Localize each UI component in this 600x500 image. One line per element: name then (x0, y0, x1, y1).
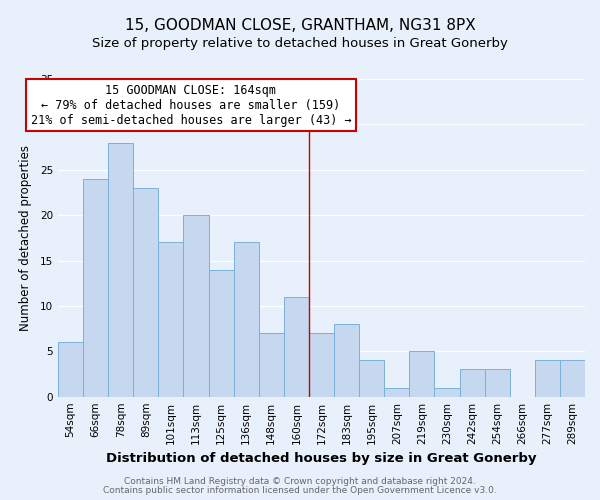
Text: 15 GOODMAN CLOSE: 164sqm
← 79% of detached houses are smaller (159)
21% of semi-: 15 GOODMAN CLOSE: 164sqm ← 79% of detach… (31, 84, 351, 126)
Bar (233, 242, 259, 396)
Bar (409, 352, 434, 397)
Bar (209, 270, 233, 396)
Bar (158, 242, 184, 396)
Bar (334, 324, 359, 396)
Bar (560, 360, 585, 396)
Bar (460, 370, 485, 396)
Text: Size of property relative to detached houses in Great Gonerby: Size of property relative to detached ho… (92, 38, 508, 51)
Text: 15, GOODMAN CLOSE, GRANTHAM, NG31 8PX: 15, GOODMAN CLOSE, GRANTHAM, NG31 8PX (125, 18, 475, 32)
Bar (184, 215, 209, 396)
Bar (284, 297, 309, 396)
Text: Contains public sector information licensed under the Open Government Licence v3: Contains public sector information licen… (103, 486, 497, 495)
Bar (359, 360, 384, 396)
Text: Contains HM Land Registry data © Crown copyright and database right 2024.: Contains HM Land Registry data © Crown c… (124, 477, 476, 486)
Bar (384, 388, 409, 396)
Bar (133, 188, 158, 396)
Bar (434, 388, 460, 396)
Bar (58, 342, 83, 396)
Bar (83, 179, 108, 396)
Bar (108, 142, 133, 396)
Bar (485, 370, 510, 396)
X-axis label: Distribution of detached houses by size in Great Gonerby: Distribution of detached houses by size … (106, 452, 537, 465)
Bar (259, 333, 284, 396)
Y-axis label: Number of detached properties: Number of detached properties (19, 145, 32, 331)
Bar (535, 360, 560, 396)
Bar (309, 333, 334, 396)
